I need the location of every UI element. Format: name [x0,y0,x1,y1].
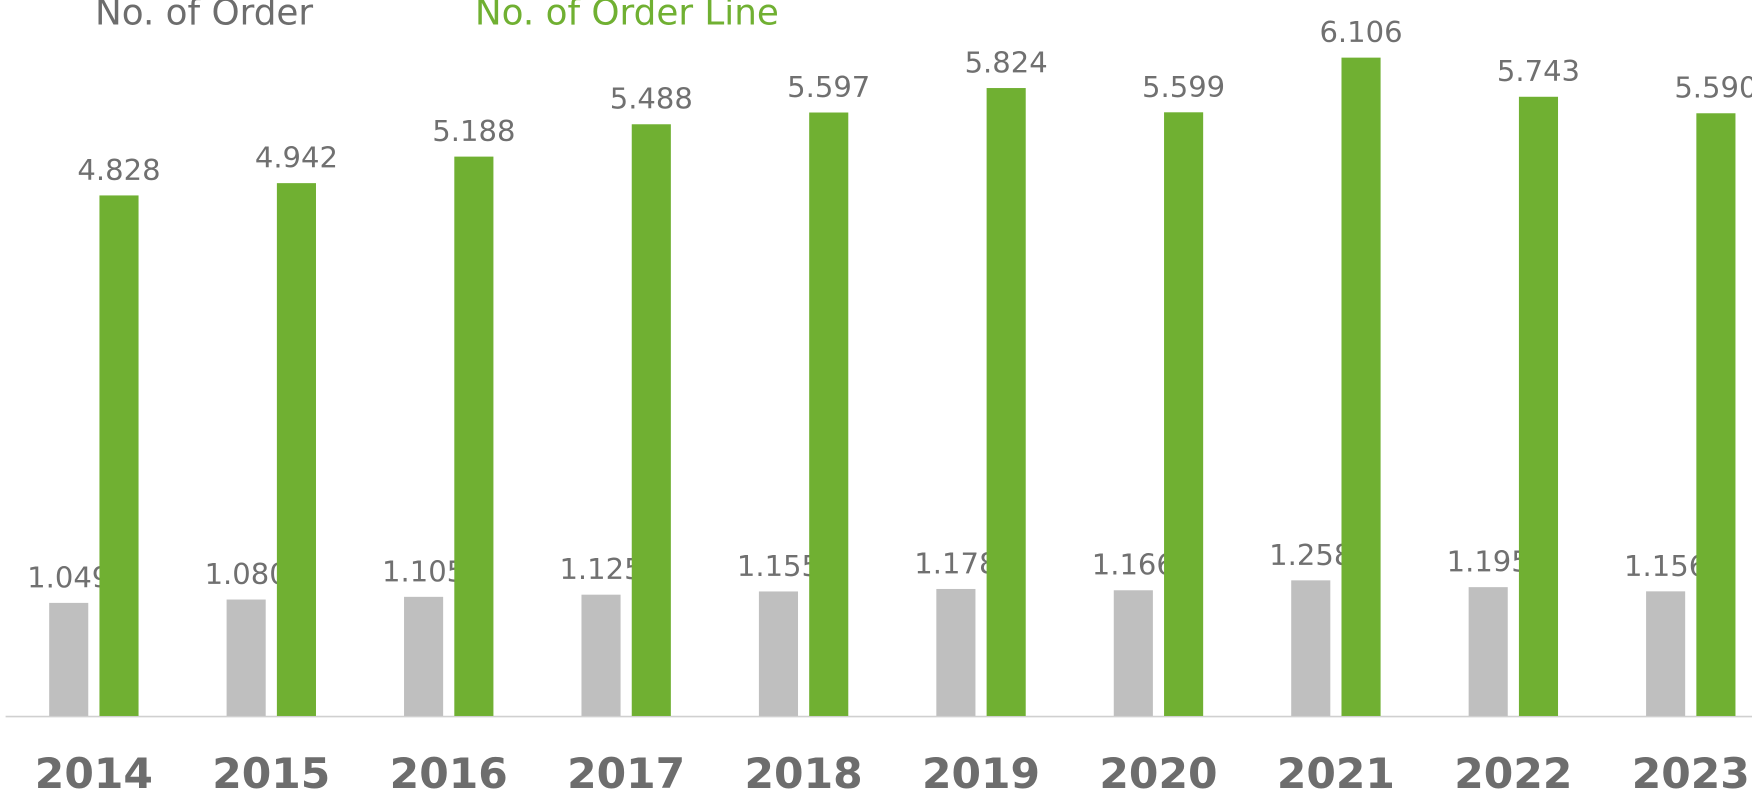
bar [581,594,621,716]
bar [99,195,139,716]
bar [1646,591,1686,716]
value-label: 5.824 [965,46,1048,80]
value-label: 4.828 [77,153,160,187]
value-label: 6.106 [1319,15,1402,49]
legend-label: No. of Order [95,0,314,33]
value-label: 1.258 [1269,538,1352,572]
value-label: 1.049 [27,560,110,594]
x-tick-label: 2018 [745,749,863,798]
value-label: 5.743 [1497,54,1580,88]
bar [936,588,976,716]
value-label: 1.156 [1624,549,1707,583]
bar [1164,112,1204,716]
bar [809,112,849,716]
x-tick-label: 2017 [567,749,685,798]
value-label: 5.188 [432,114,515,148]
value-label: 5.597 [787,70,870,104]
value-label: 1.105 [382,554,465,588]
x-tick-label: 2020 [1099,749,1217,798]
bar [758,591,799,716]
bar [1468,587,1508,716]
value-label: 1.155 [737,549,820,583]
value-label: 5.488 [610,82,693,116]
bar [454,156,494,716]
value-label: 1.166 [1092,548,1175,582]
bar [1341,57,1381,716]
value-label: 1.195 [1447,545,1530,579]
value-label: 5.599 [1142,70,1225,104]
bar [404,596,444,716]
value-label: 4.942 [255,141,338,175]
bar [1291,580,1331,716]
bar [986,88,1026,716]
x-tick-label: 2019 [922,749,1040,798]
x-tick-label: 2014 [35,749,153,798]
legend-label: No. of Order Line [475,0,779,33]
bar [1518,96,1559,716]
x-tick-label: 2023 [1632,749,1750,798]
x-tick-label: 2016 [390,749,508,798]
x-tick-label: 2021 [1277,749,1395,798]
x-tick-label: 2015 [212,749,330,798]
bar [49,602,89,716]
bar [226,599,266,716]
value-label: 5.590 [1674,71,1752,105]
value-label: 1.178 [914,547,997,581]
x-tick-label: 2022 [1454,749,1572,798]
bar [276,183,316,716]
bar [1113,590,1153,716]
bar [1696,113,1736,716]
value-label: 1.080 [205,557,288,591]
bar [631,124,671,716]
value-label: 1.125 [559,552,642,586]
